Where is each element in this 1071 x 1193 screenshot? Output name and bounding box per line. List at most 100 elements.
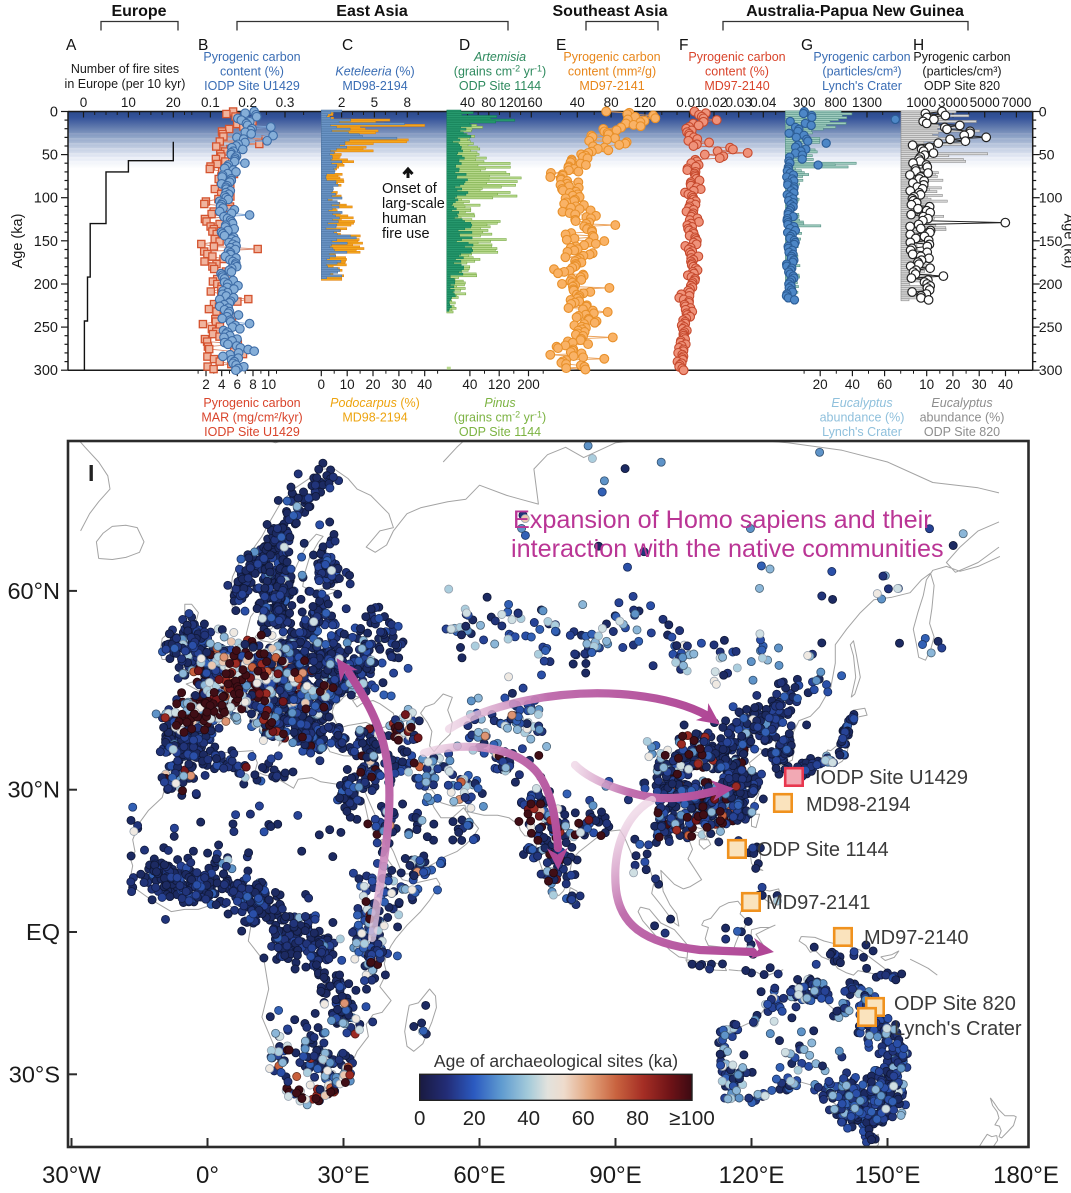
svg-text:1300: 1300 (852, 95, 882, 110)
svg-text:Lynch's Crater: Lynch's Crater (822, 79, 902, 93)
svg-text:content (%): content (%) (220, 65, 284, 79)
svg-text:Age (ka): Age (ka) (10, 214, 26, 269)
svg-text:B: B (198, 37, 208, 54)
svg-text:1000: 1000 (906, 95, 936, 110)
svg-text:8: 8 (404, 95, 412, 110)
svg-text:300: 300 (1039, 363, 1063, 379)
svg-text:(particles/cm³): (particles/cm³) (822, 65, 901, 79)
svg-text:Eucalyptus: Eucalyptus (831, 396, 892, 410)
svg-text:20: 20 (945, 377, 960, 392)
svg-text:10: 10 (121, 95, 136, 110)
svg-text:Australia-Papua New Guinea: Australia-Papua New Guinea (746, 3, 964, 20)
svg-text:40: 40 (460, 95, 475, 110)
svg-text:100: 100 (34, 191, 58, 207)
svg-text:G: G (801, 37, 813, 54)
svg-text:0: 0 (80, 95, 88, 110)
svg-text:Europe: Europe (111, 3, 166, 20)
svg-text:Southeast Asia: Southeast Asia (553, 3, 668, 20)
svg-text:80: 80 (481, 95, 496, 110)
svg-text:H: H (913, 37, 924, 54)
svg-text:30: 30 (391, 377, 406, 392)
svg-text:Onset of: Onset of (382, 181, 438, 197)
svg-text:80: 80 (604, 95, 619, 110)
svg-text:20: 20 (365, 377, 380, 392)
svg-text:Age (ka): Age (ka) (1061, 214, 1071, 269)
svg-text:abundance (%): abundance (%) (820, 411, 905, 425)
svg-text:Pyrogenic carbon: Pyrogenic carbon (203, 396, 300, 410)
svg-text:Pinus: Pinus (484, 396, 515, 410)
svg-text:2: 2 (338, 95, 346, 110)
svg-text:8: 8 (249, 377, 257, 392)
svg-text:Podocarpus (%): Podocarpus (%) (330, 396, 420, 410)
svg-text:40: 40 (845, 377, 860, 392)
svg-text:Pyrogenic carbon: Pyrogenic carbon (913, 50, 1010, 64)
svg-text:30: 30 (972, 377, 987, 392)
svg-text:0: 0 (1039, 105, 1047, 121)
svg-text:Pyrogenic carbon: Pyrogenic carbon (688, 50, 785, 64)
svg-text:C: C (342, 37, 353, 54)
svg-text:40: 40 (570, 95, 585, 110)
svg-text:0.02: 0.02 (701, 95, 727, 110)
svg-text:E: E (556, 37, 566, 54)
svg-text:200: 200 (1039, 277, 1063, 293)
svg-text:0.2: 0.2 (238, 95, 257, 110)
svg-text:larg-scale: larg-scale (382, 196, 445, 212)
svg-text:MD97-2141: MD97-2141 (579, 79, 644, 93)
svg-text:(grains cm-2 yr-1): (grains cm-2 yr-1) (454, 410, 546, 425)
svg-text:Pyrogenic carbon: Pyrogenic carbon (203, 50, 300, 64)
svg-text:F: F (679, 37, 688, 54)
svg-text:0.01: 0.01 (676, 95, 702, 110)
svg-text:ODP Site 1144: ODP Site 1144 (459, 79, 541, 93)
svg-text:300: 300 (34, 363, 58, 379)
svg-text:160: 160 (520, 95, 543, 110)
svg-text:0: 0 (318, 377, 326, 392)
svg-text:content (mm²/g): content (mm²/g) (568, 65, 656, 79)
svg-text:IODP Site U1429: IODP Site U1429 (204, 79, 300, 93)
svg-text:40: 40 (998, 377, 1013, 392)
svg-text:60: 60 (877, 377, 892, 392)
svg-text:Pyrogenic carbon: Pyrogenic carbon (813, 50, 910, 64)
svg-text:A: A (66, 37, 77, 54)
svg-text:120: 120 (634, 95, 657, 110)
svg-text:200: 200 (517, 377, 540, 392)
svg-text:Artemisia: Artemisia (473, 50, 526, 64)
svg-text:20: 20 (166, 95, 181, 110)
svg-text:250: 250 (34, 320, 58, 336)
svg-text:0.03: 0.03 (726, 95, 752, 110)
svg-text:Eucalyptus: Eucalyptus (931, 396, 992, 410)
svg-text:Pyrogenic carbon: Pyrogenic carbon (563, 50, 660, 64)
svg-text:MD97-2140: MD97-2140 (704, 79, 769, 93)
svg-text:content (%): content (%) (705, 65, 769, 79)
svg-text:150: 150 (1039, 234, 1063, 250)
svg-text:200: 200 (34, 277, 58, 293)
svg-text:ODP Site 820: ODP Site 820 (924, 425, 1000, 439)
svg-text:(particles/cm³): (particles/cm³) (922, 65, 1001, 79)
svg-text:50: 50 (1039, 148, 1055, 164)
svg-text:Number of fire sites: Number of fire sites (71, 62, 179, 76)
svg-text:IODP Site U1429: IODP Site U1429 (204, 425, 300, 439)
svg-text:Lynch's Crater: Lynch's Crater (822, 425, 902, 439)
svg-text:10: 10 (340, 377, 355, 392)
svg-text:5: 5 (371, 95, 379, 110)
svg-text:MD98-2194: MD98-2194 (342, 79, 407, 93)
svg-text:Keteleeria (%): Keteleeria (%) (335, 65, 414, 79)
svg-text:D: D (459, 37, 470, 54)
svg-text:250: 250 (1039, 320, 1063, 336)
svg-text:40: 40 (462, 377, 477, 392)
svg-text:7000: 7000 (1001, 95, 1031, 110)
svg-text:3000: 3000 (938, 95, 968, 110)
svg-text:ODP Site 1144: ODP Site 1144 (459, 425, 541, 439)
svg-text:100: 100 (1039, 191, 1063, 207)
svg-text:150: 150 (34, 234, 58, 250)
svg-text:40: 40 (417, 377, 432, 392)
svg-text:6: 6 (234, 377, 242, 392)
svg-text:800: 800 (824, 95, 847, 110)
svg-text:2: 2 (202, 377, 210, 392)
svg-text:0.1: 0.1 (201, 95, 220, 110)
svg-text:20: 20 (813, 377, 828, 392)
svg-text:abundance (%): abundance (%) (920, 411, 1005, 425)
svg-text:(grains cm-2 yr-1): (grains cm-2 yr-1) (454, 64, 546, 79)
svg-text:human: human (382, 211, 426, 227)
svg-text:120: 120 (488, 377, 511, 392)
svg-text:0.3: 0.3 (276, 95, 295, 110)
